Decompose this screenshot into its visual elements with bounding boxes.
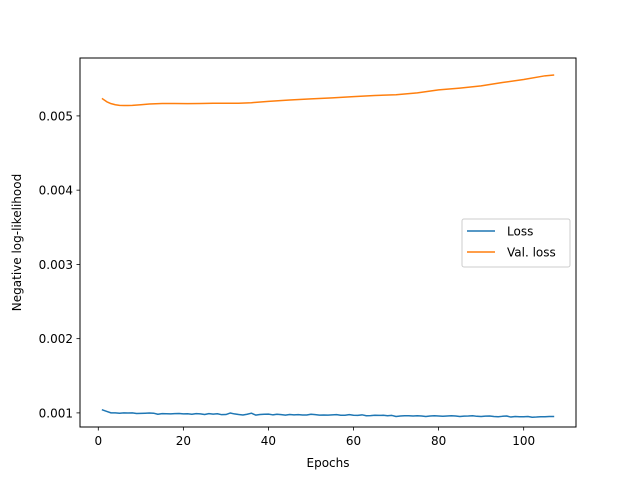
x-axis-title: Epochs (307, 456, 350, 470)
y-axis-title: Negative log-likelihood (10, 174, 24, 311)
x-tick-label: 80 (431, 434, 446, 448)
y-tick-label: 0.001 (39, 406, 73, 420)
x-tick-label: 60 (346, 434, 361, 448)
series-layer (101, 74, 555, 418)
y-tick-label: 0.005 (39, 109, 73, 123)
y-tick-label: 0.002 (39, 332, 73, 346)
legend: Loss Val. loss (461, 218, 571, 268)
y-axis: 0.001 0.002 0.003 0.004 0.005 (39, 109, 80, 420)
x-tick-label: 100 (512, 434, 535, 448)
x-tick-label: 0 (94, 434, 102, 448)
x-tick-label: 40 (261, 434, 276, 448)
plot-frame (79, 57, 577, 428)
x-axis: 0 20 40 60 80 100 (94, 427, 535, 448)
series-line-val-loss (101, 74, 555, 107)
series-line-loss (101, 408, 555, 418)
y-tick-label: 0.004 (39, 184, 73, 198)
x-tick-label: 20 (176, 434, 191, 448)
legend-label-loss: Loss (507, 225, 533, 239)
legend-label-val-loss: Val. loss (507, 246, 556, 260)
y-tick-label: 0.003 (39, 258, 73, 272)
